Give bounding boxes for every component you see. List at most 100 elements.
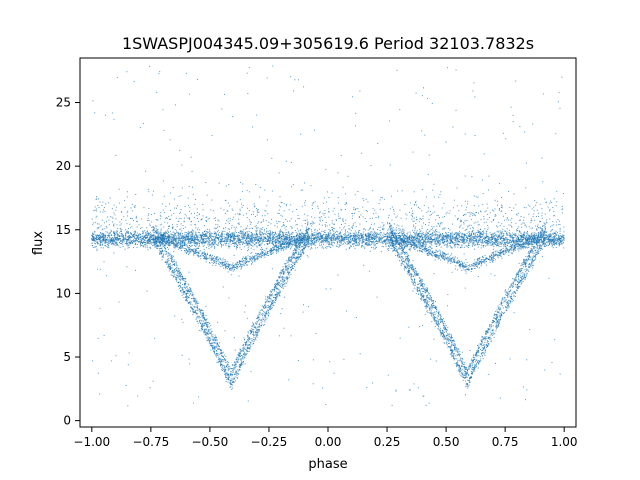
data-point [531, 233, 532, 235]
data-point [407, 245, 409, 247]
data-point [164, 232, 166, 234]
data-point [154, 240, 156, 242]
data-point [297, 234, 299, 236]
data-point [392, 239, 394, 241]
data-point [132, 236, 134, 238]
data-point [539, 244, 541, 246]
data-point [354, 242, 356, 244]
data-point [200, 242, 202, 244]
data-point [126, 239, 128, 241]
data-point [346, 243, 348, 245]
data-point [420, 232, 422, 234]
data-point [175, 239, 177, 241]
data-point [364, 243, 366, 245]
data-point [109, 240, 111, 242]
data-point [336, 243, 338, 245]
data-point [295, 236, 297, 238]
data-point [205, 233, 207, 235]
data-point [367, 232, 369, 234]
data-point [476, 244, 478, 246]
data-point [258, 241, 260, 243]
data-point [322, 245, 324, 247]
data-point [191, 233, 193, 235]
data-point [239, 232, 241, 234]
data-point [373, 242, 375, 244]
data-point [466, 241, 468, 243]
data-point [315, 236, 317, 238]
data-point [376, 240, 378, 242]
data-point [381, 237, 383, 239]
data-point [200, 238, 202, 240]
data-point [425, 238, 427, 240]
data-point [213, 236, 215, 238]
data-point [446, 234, 448, 236]
data-point [559, 232, 561, 234]
data-point [275, 241, 277, 243]
data-point [234, 239, 236, 241]
data-point [258, 245, 260, 247]
data-point [240, 233, 242, 235]
data-point [289, 240, 291, 242]
data-point [360, 233, 362, 235]
data-point [491, 238, 493, 240]
data-point [122, 236, 124, 238]
data-point [473, 238, 475, 240]
data-point [272, 236, 274, 238]
data-point [419, 245, 421, 247]
data-point [142, 237, 144, 239]
data-point [371, 239, 373, 240]
data-point [251, 234, 253, 236]
data-point [437, 241, 439, 242]
data-point [470, 235, 472, 237]
data-point [503, 244, 505, 246]
data-point [350, 238, 352, 240]
data-point [321, 240, 323, 242]
data-point [424, 234, 426, 236]
data-point [143, 246, 145, 248]
data-point [120, 240, 122, 242]
data-point [380, 232, 382, 234]
data-point [417, 241, 419, 243]
data-point [230, 238, 232, 240]
data-point [128, 246, 130, 248]
data-point [144, 236, 146, 238]
data-point [357, 235, 359, 237]
data-point [203, 244, 205, 246]
data-point [188, 238, 190, 240]
data-point [555, 230, 557, 232]
data-point [171, 236, 173, 238]
data-point [415, 231, 417, 233]
data-point [276, 241, 278, 243]
data-point [483, 236, 485, 238]
data-point [470, 238, 472, 240]
data-point [203, 241, 205, 243]
data-point [280, 237, 282, 239]
data-point [185, 237, 187, 239]
data-point [475, 235, 477, 237]
data-point [452, 241, 454, 243]
data-point [409, 236, 411, 238]
data-point [333, 237, 335, 239]
data-point [450, 234, 452, 236]
data-point [308, 238, 310, 240]
data-point [472, 238, 474, 240]
data-point [326, 240, 328, 242]
data-point [213, 244, 215, 246]
data-point [248, 241, 250, 243]
data-point [356, 244, 358, 246]
data-point [462, 238, 464, 240]
data-point [278, 233, 280, 235]
data-point [126, 244, 128, 246]
data-point [233, 239, 235, 241]
data-point [373, 234, 375, 236]
data-point [250, 231, 252, 233]
data-point [365, 243, 367, 245]
data-point [237, 237, 239, 239]
data-point [221, 235, 223, 237]
data-point [510, 237, 512, 239]
data-point [109, 240, 111, 242]
data-point [242, 238, 244, 240]
data-point [130, 240, 132, 242]
data-point [219, 238, 221, 240]
data-point [185, 234, 187, 236]
